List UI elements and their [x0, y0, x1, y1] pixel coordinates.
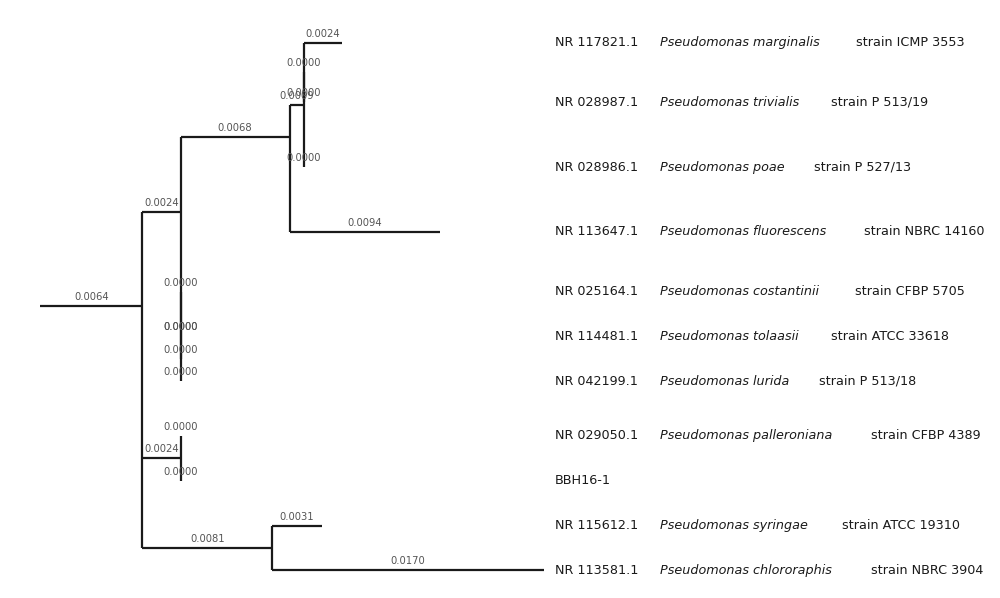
Text: Pseudomonas tolaasii: Pseudomonas tolaasii	[660, 330, 798, 343]
Text: 0.0000: 0.0000	[164, 322, 198, 332]
Text: strain P 513/19: strain P 513/19	[827, 96, 929, 109]
Text: 0.0094: 0.0094	[347, 218, 382, 228]
Text: BBH16-1: BBH16-1	[555, 474, 611, 487]
Text: NR 113647.1: NR 113647.1	[555, 225, 642, 238]
Text: NR 025164.1: NR 025164.1	[555, 285, 642, 298]
Text: strain ATCC 19310: strain ATCC 19310	[838, 519, 960, 532]
Text: Pseudomonas syringae: Pseudomonas syringae	[660, 519, 808, 532]
Text: NR 114481.1: NR 114481.1	[555, 330, 642, 343]
Text: NR 113581.1: NR 113581.1	[555, 564, 642, 577]
Text: 0.0000: 0.0000	[164, 466, 198, 477]
Text: NR 117821.1: NR 117821.1	[555, 36, 642, 49]
Text: 0.0068: 0.0068	[218, 123, 252, 133]
Text: 0.0064: 0.0064	[74, 292, 109, 303]
Text: 0.0000: 0.0000	[287, 153, 321, 163]
Text: strain ICMP 3553: strain ICMP 3553	[852, 36, 965, 49]
Text: strain CFBP 5705: strain CFBP 5705	[851, 285, 965, 298]
Text: NR 029050.1: NR 029050.1	[555, 429, 642, 443]
Text: 0.0024: 0.0024	[144, 198, 179, 208]
Text: 0.0000: 0.0000	[287, 59, 321, 69]
Text: Pseudomonas marginalis: Pseudomonas marginalis	[660, 36, 820, 49]
Text: Pseudomonas costantinii: Pseudomonas costantinii	[660, 285, 819, 298]
Text: strain CFBP 4389: strain CFBP 4389	[867, 429, 981, 443]
Text: NR 028987.1: NR 028987.1	[555, 96, 642, 109]
Text: Pseudomonas fluorescens: Pseudomonas fluorescens	[660, 225, 826, 238]
Text: Pseudomonas trivialis: Pseudomonas trivialis	[660, 96, 799, 109]
Text: Pseudomonas poae: Pseudomonas poae	[660, 161, 784, 173]
Text: 0.0000: 0.0000	[164, 367, 198, 377]
Text: strain P 527/13: strain P 527/13	[810, 161, 911, 173]
Text: strain P 513/18: strain P 513/18	[815, 374, 917, 388]
Text: strain NBRC 3904: strain NBRC 3904	[867, 564, 983, 577]
Text: strain NBRC 14160: strain NBRC 14160	[860, 225, 984, 238]
Text: 0.0081: 0.0081	[190, 534, 225, 544]
Text: 0.0024: 0.0024	[306, 29, 340, 39]
Text: strain ATCC 33618: strain ATCC 33618	[827, 330, 949, 343]
Text: Pseudomonas chlororaphis: Pseudomonas chlororaphis	[660, 564, 832, 577]
Text: 0.0031: 0.0031	[279, 511, 314, 521]
Text: NR 042199.1: NR 042199.1	[555, 374, 642, 388]
Text: 0.0170: 0.0170	[390, 556, 425, 566]
Text: 0.0009: 0.0009	[279, 91, 314, 101]
Text: 0.0000: 0.0000	[164, 345, 198, 355]
Text: NR 115612.1: NR 115612.1	[555, 519, 642, 532]
Text: 0.0000: 0.0000	[164, 422, 198, 432]
Text: 0.0024: 0.0024	[144, 444, 179, 454]
Text: Pseudomonas lurida: Pseudomonas lurida	[660, 374, 789, 388]
Text: Pseudomonas palleroniana: Pseudomonas palleroniana	[660, 429, 832, 443]
Text: 0.0000: 0.0000	[164, 277, 198, 288]
Text: NR 028986.1: NR 028986.1	[555, 161, 642, 173]
Text: 0.0000: 0.0000	[164, 322, 198, 332]
Text: 0.0000: 0.0000	[287, 89, 321, 98]
